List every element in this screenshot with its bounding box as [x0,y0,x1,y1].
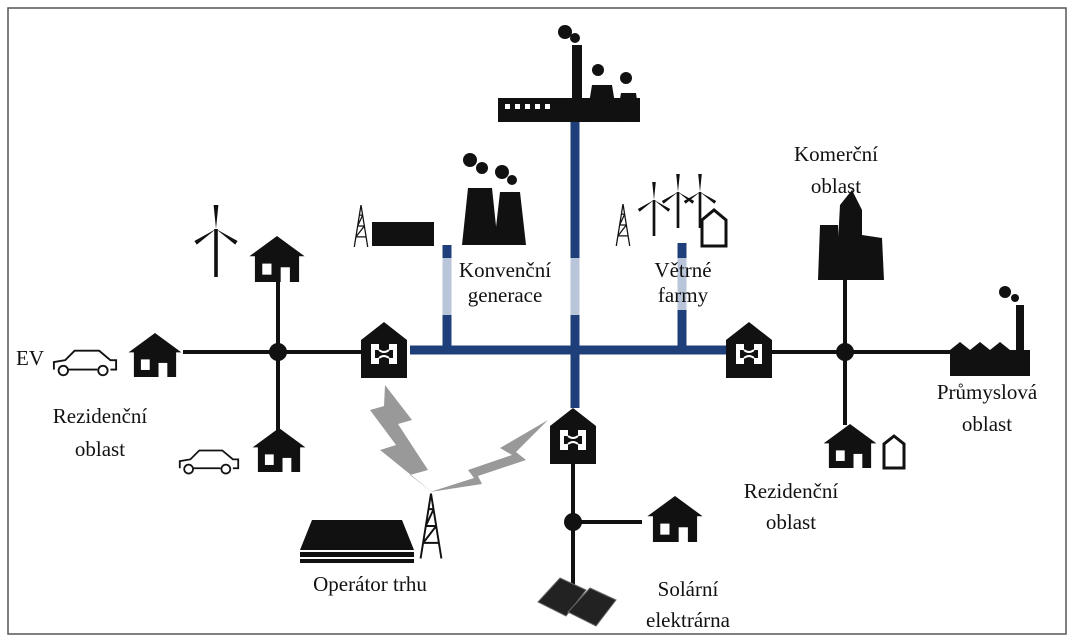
label: oblast [962,412,1012,436]
label: oblast [766,510,816,534]
label: Větrné [654,258,711,282]
label: farmy [658,283,709,307]
label: Solární [658,577,719,601]
label: generace [468,283,543,307]
label: Komerční [794,142,878,166]
label: elektrárna [646,608,731,632]
diagram: EV Rezidenční oblast Konvenční generace … [0,0,1074,642]
server [300,520,414,563]
label: Rezidenční [744,479,839,503]
label: oblast [811,174,861,198]
label: Průmyslová [937,380,1038,404]
storage [884,436,904,468]
label: Konvenční [459,258,551,282]
label: Operátor trhu [313,572,427,596]
storage [702,210,726,246]
label: oblast [75,437,125,461]
label: Rezidenční [53,404,148,428]
label: EV [16,346,44,370]
